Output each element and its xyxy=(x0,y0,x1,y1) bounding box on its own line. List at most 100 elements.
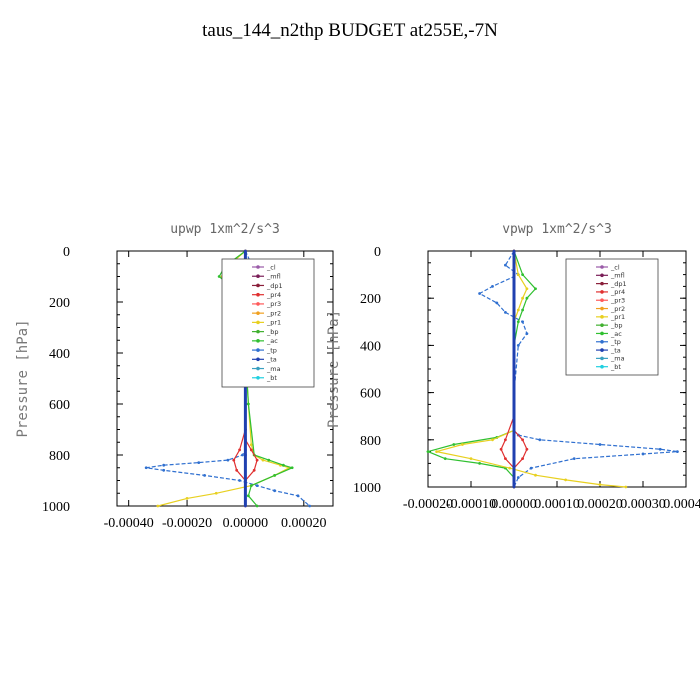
series-marker-pr4 xyxy=(232,458,236,462)
legend-label: _pr3 xyxy=(266,300,281,308)
series-marker-tp xyxy=(525,332,529,335)
legend-label: _pr1 xyxy=(266,319,281,327)
legend-label: _pr1 xyxy=(610,313,625,321)
series-marker-tp xyxy=(203,474,206,477)
series-marker-ta xyxy=(512,249,516,253)
x-tick-label: 0.00040 xyxy=(663,497,700,512)
legend-marker xyxy=(256,292,260,297)
series-marker-pr4 xyxy=(252,468,256,472)
series-marker-pr4 xyxy=(235,468,239,472)
series-marker-pr4 xyxy=(525,447,529,451)
legend-marker xyxy=(600,331,604,336)
series-marker-tp xyxy=(676,450,679,453)
legend-marker xyxy=(600,356,604,361)
series-marker-ac xyxy=(267,458,271,462)
series-marker-ta xyxy=(512,344,516,347)
legend-marker xyxy=(256,274,260,279)
legend-label: _pr3 xyxy=(610,297,625,305)
x-tick-label: 0.00020 xyxy=(577,497,623,512)
series-marker-ac xyxy=(478,462,481,465)
legend-label: _pr2 xyxy=(266,309,281,317)
y-tick-label: 200 xyxy=(360,292,381,307)
legend-label: _dp1 xyxy=(610,280,627,288)
legend-label: _ma xyxy=(610,355,625,363)
series-marker-tp xyxy=(641,452,645,456)
legend-label: _ta xyxy=(266,356,277,364)
legend-label: _pr4 xyxy=(610,288,625,296)
figure-title: taus_144_n2thp BUDGET at255E,-7N xyxy=(202,20,498,41)
series-marker-ac xyxy=(290,466,294,470)
legend-marker xyxy=(256,357,260,362)
series-marker-ta xyxy=(512,296,516,300)
legend-marker xyxy=(256,320,260,325)
legend-label: _mfl xyxy=(610,272,625,280)
y-tick-label: 200 xyxy=(49,296,70,311)
legend-marker xyxy=(256,329,260,334)
series-marker-tp xyxy=(197,461,201,465)
series-marker-ta xyxy=(244,402,247,406)
series-marker-ac xyxy=(246,402,250,406)
legend-marker xyxy=(600,298,604,303)
series-marker-tp xyxy=(296,494,300,498)
series-marker-pr4 xyxy=(238,448,241,452)
x-tick-label: 0.00000 xyxy=(223,516,269,531)
vpwp-panel: vpwp 1xm^2/s^3 Pressure [hPa] 0 200 400 600 80… xyxy=(326,222,700,512)
legend-marker xyxy=(600,339,604,344)
legend-label: _mfl xyxy=(266,273,281,281)
legend-label: _bt xyxy=(266,374,277,382)
y-axis-label: Pressure [hPa] xyxy=(326,310,342,428)
legend-marker xyxy=(600,281,604,286)
x-tick-label: -0.00020 xyxy=(403,497,453,512)
y-tick-label: 0 xyxy=(63,245,70,260)
legend-label: _dp1 xyxy=(266,282,283,290)
legend-label: _bp xyxy=(610,321,623,329)
y-axis-label: Pressure [hPa] xyxy=(15,319,31,437)
legend-marker xyxy=(256,283,260,288)
series-marker-pr4 xyxy=(249,448,253,452)
legend-marker xyxy=(600,323,604,327)
series-marker-ac xyxy=(516,320,520,324)
legend-marker xyxy=(256,265,260,269)
x-tick-label: 0.00000 xyxy=(491,497,537,512)
series-marker-pr1 xyxy=(461,443,464,446)
series-marker-tp xyxy=(529,466,533,470)
legend-label: _ma xyxy=(266,365,281,373)
legend-marker xyxy=(256,366,260,371)
y-tick-label: 800 xyxy=(49,449,70,464)
series-marker-tp xyxy=(504,310,507,314)
series-marker-ta xyxy=(512,485,516,489)
series-marker-pr1 xyxy=(521,296,524,300)
series-marker-tp xyxy=(241,453,244,457)
series-marker-tp xyxy=(495,301,499,305)
series-marker-ac xyxy=(217,275,221,278)
series-marker-tp xyxy=(521,320,524,324)
series-marker-pr1 xyxy=(261,458,265,462)
legend-label: _tp xyxy=(610,338,621,346)
series-marker-ac xyxy=(521,308,524,312)
y-tick-label: 600 xyxy=(49,398,70,413)
series-marker-pr4 xyxy=(521,438,524,442)
upwp-panel: upwp 1xm^2/s^3 Pressure [hPa] 0 200 400 600 80… xyxy=(15,222,334,531)
y-tick-label: 0 xyxy=(374,245,381,260)
legend-marker xyxy=(600,273,604,278)
y-tick-label: 1000 xyxy=(353,481,381,496)
legend-label: _pr2 xyxy=(610,305,625,313)
series-marker-pr1 xyxy=(214,491,218,495)
series-marker-pr1 xyxy=(624,485,628,489)
series-marker-pr1 xyxy=(516,308,520,312)
legend-marker xyxy=(256,311,260,315)
series-marker-ac xyxy=(249,484,253,487)
legend-label: _bp xyxy=(266,328,279,336)
series-marker-ta xyxy=(512,438,516,442)
series-marker-ac xyxy=(452,443,456,446)
series-marker-ac xyxy=(281,463,285,467)
x-tick-label: -0.00040 xyxy=(104,516,154,531)
legend-marker xyxy=(600,348,604,352)
series-marker-ac xyxy=(273,474,277,477)
series-marker-ac xyxy=(443,457,447,461)
legend-marker xyxy=(600,364,604,369)
series-marker-pr1 xyxy=(491,438,494,442)
series-marker-pr1 xyxy=(598,483,602,487)
series-marker-tp xyxy=(538,438,542,442)
